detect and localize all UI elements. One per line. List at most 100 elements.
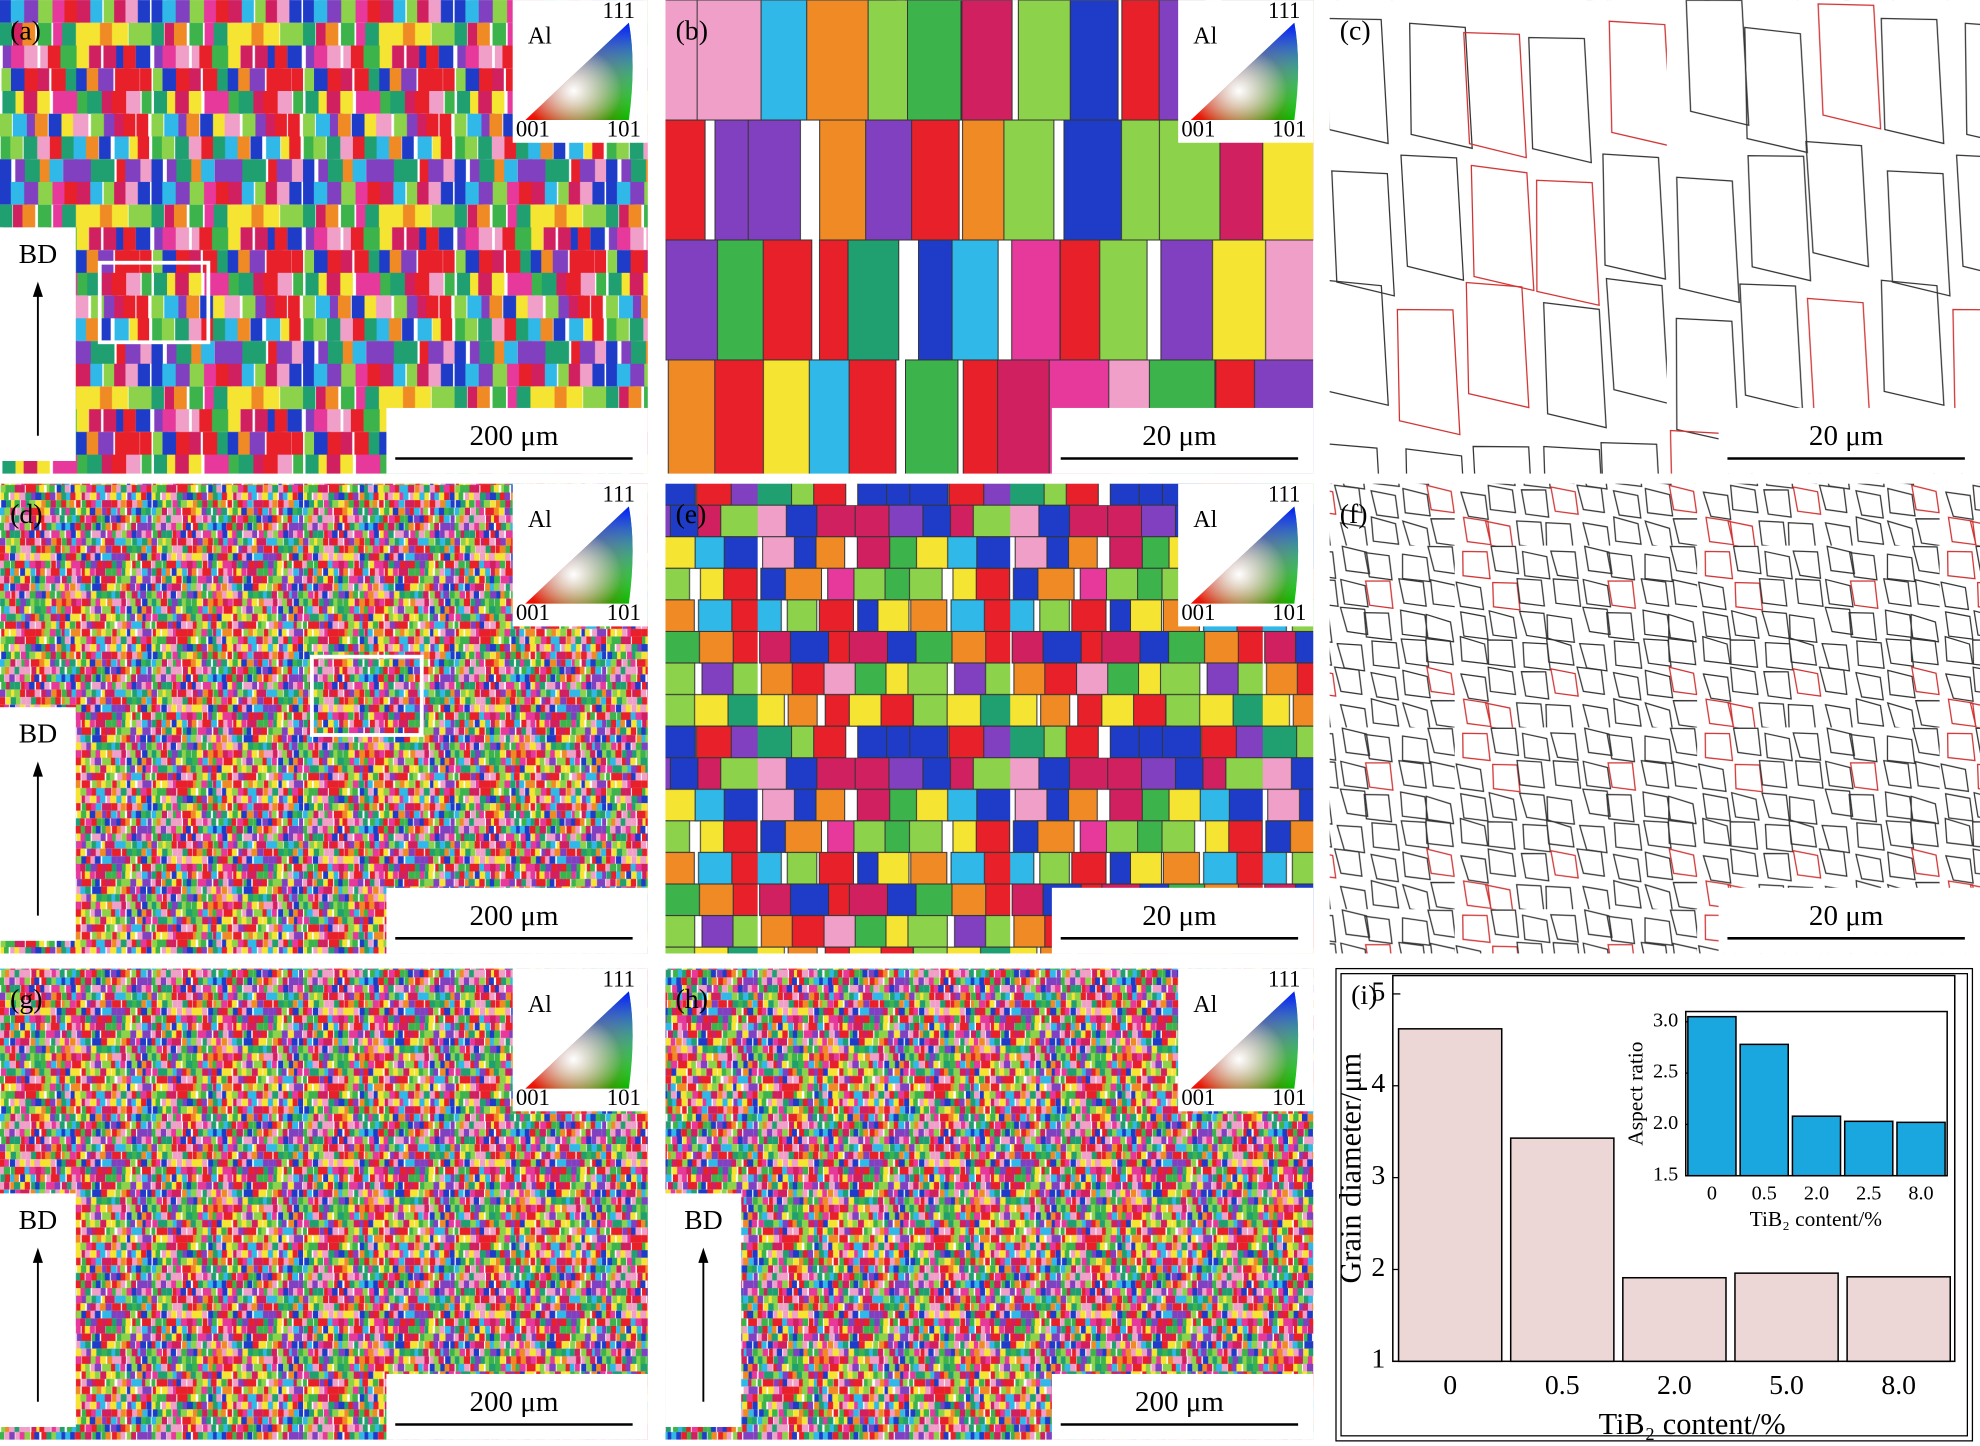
ipf-triangle [1190,22,1299,121]
panel-label: (e) [676,499,707,530]
ipf-triangle [1190,506,1299,604]
scale-bar-label: 20 μm [1142,420,1217,452]
legend-corner: 101 [1272,1085,1306,1110]
y-tick-label: 2.5 [1653,1061,1678,1083]
panel-frame [1335,967,1974,1442]
bar [1397,1028,1503,1363]
scale-bar-label: 200 μm [1135,1386,1224,1418]
ipf-triangle [525,991,633,1089]
y-tick-label: 1.5 [1653,1163,1678,1185]
bar [1896,1121,1946,1177]
panel-label: (i) [1351,980,1377,1011]
legend-phase: Al [1193,992,1217,1018]
scale-bar-label: 20 μm [1809,420,1884,452]
ipf-triangle [525,22,633,121]
legend-phase: Al [528,992,552,1018]
legend-corner: 101 [1272,600,1306,625]
panel-label: (c) [1340,15,1371,46]
y-axis-label: Aspect ratio [1624,1041,1648,1145]
zoom-box [97,260,211,345]
direction-label: BD [19,239,58,270]
y-tick-label: 3.0 [1653,1009,1678,1031]
arrow-head [32,1247,43,1263]
panel-label: (h) [676,984,708,1015]
scale-bar-label: 200 μm [469,900,558,932]
legend-phase: Al [528,23,552,49]
bar [1846,1276,1952,1363]
legend-corner: 101 [1272,117,1306,142]
y-axis-label: Grain diameter/μm [1334,1052,1368,1283]
legend-corner: 111 [1268,482,1300,507]
x-tick-label: 2.5 [1856,1183,1881,1205]
legend-phase: Al [1193,23,1217,49]
legend-corner: 101 [607,600,641,625]
y-tick-label: 2.0 [1653,1112,1678,1134]
ipf-triangle [525,506,633,604]
scale-bar-box [386,407,648,474]
ebsd-map [1329,0,1980,474]
x-tick-label: 8.0 [1881,1370,1916,1401]
x-axis-label: TiB₂ content/% [1599,1407,1786,1441]
legend-phase: Al [528,507,552,533]
x-tick-label: 8.0 [1908,1183,1933,1205]
legend-corner: 101 [607,117,641,142]
bar [1509,1137,1615,1363]
panel-label: (b) [676,15,708,46]
x-tick-label: 0 [1443,1370,1457,1401]
x-tick-label: 2.0 [1804,1183,1829,1205]
direction-label: BD [19,1205,58,1236]
scale-bar-label: 20 μm [1809,900,1884,932]
panel-label: (a) [10,15,41,46]
panel-label: (g) [10,984,42,1015]
panel-label: (d) [10,499,42,530]
scale-bar-label: 20 μm [1142,900,1217,932]
arrow-head [32,281,43,297]
scale-bar-box [386,887,648,954]
scale-bar-box [386,1373,648,1440]
arrow-head [698,1247,709,1263]
direction-label: BD [684,1205,723,1236]
legend-corner: 111 [603,482,635,507]
scale-bar-label: 200 μm [469,1386,558,1418]
x-axis-label: TiB₂ content/% [1750,1207,1883,1231]
y-tick-label: 3 [1371,1160,1385,1191]
arrow-head [32,761,43,777]
panel-label: (f) [1340,499,1368,530]
legend-corner: 001 [516,1085,550,1110]
bar [1791,1115,1842,1177]
scale-bar-box [1718,887,1980,954]
bar [1739,1043,1790,1177]
legend-corner: 001 [1181,1085,1215,1110]
scale-bar-box [1051,1373,1314,1440]
legend-corner: 001 [1181,117,1215,142]
x-tick-label: 0.5 [1752,1183,1777,1205]
ipf-triangle [1190,991,1299,1089]
legend-corner: 101 [607,1085,641,1110]
panel-frame [1340,973,1969,1437]
y-tick-label: 5 [1371,976,1385,1007]
x-tick-label: 0 [1707,1183,1717,1205]
zoom-box [310,654,424,737]
legend-corner: 001 [516,117,550,142]
legend-phase: Al [1193,507,1217,533]
scale-bar-label: 200 μm [469,420,558,452]
legend-corner: 111 [603,966,635,991]
direction-label: BD [19,719,58,750]
legend-corner: 111 [1268,966,1300,991]
scale-bar-box [1051,407,1314,474]
legend-corner: 001 [516,600,550,625]
legend-corner: 111 [603,0,635,23]
scale-bar-box [1718,407,1980,474]
legend-corner: 111 [1268,0,1300,23]
bar [1734,1272,1839,1363]
y-tick-label: 1 [1371,1344,1385,1375]
y-tick-label: 2 [1371,1252,1385,1283]
scale-bar-box [1051,887,1314,954]
y-tick-label: 4 [1371,1068,1385,1099]
legend-corner: 001 [1181,600,1215,625]
ebsd-map [1329,483,1980,954]
bar [1687,1015,1737,1177]
bar [1622,1276,1727,1363]
